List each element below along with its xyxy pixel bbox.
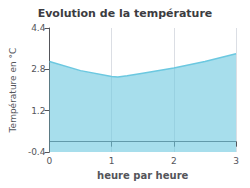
svg-text:4.4: 4.4 — [31, 23, 46, 33]
svg-text:1.2: 1.2 — [31, 106, 45, 116]
svg-text:Température en °C: Température en °C — [8, 48, 18, 134]
svg-text:heure par heure: heure par heure — [97, 170, 188, 181]
svg-text:2.8: 2.8 — [31, 64, 46, 74]
svg-text:1: 1 — [109, 156, 115, 166]
svg-text:Evolution de la température: Evolution de la température — [38, 7, 213, 20]
svg-text:3: 3 — [233, 156, 239, 166]
svg-text:2: 2 — [171, 156, 177, 166]
svg-text:0: 0 — [47, 156, 53, 166]
svg-text:-0.4: -0.4 — [28, 147, 46, 157]
